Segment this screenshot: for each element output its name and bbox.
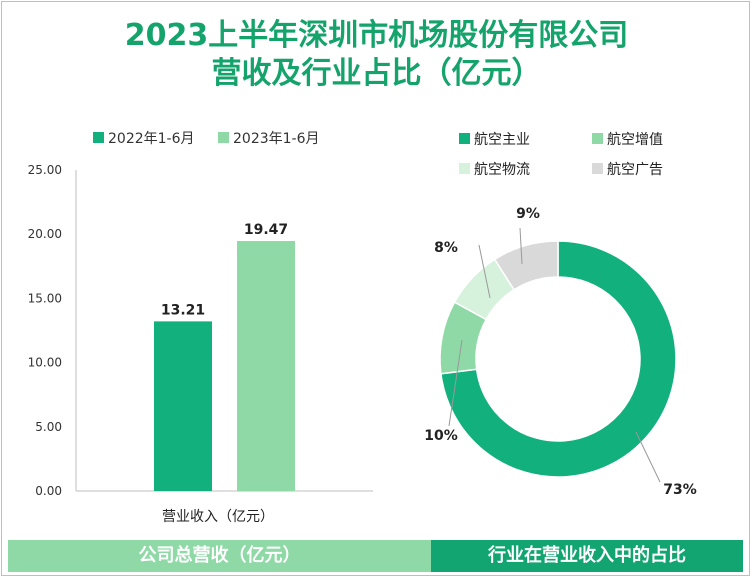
footer-right-label: 行业在营业收入中的占比 bbox=[431, 540, 743, 572]
legend-swatch bbox=[93, 132, 104, 143]
y-tick-label: 10.00 bbox=[28, 356, 62, 370]
bar-data-label: 13.21 bbox=[161, 302, 205, 318]
donut-slice-4 bbox=[493, 240, 559, 291]
footer-left-label: 公司总营收（亿元） bbox=[8, 540, 431, 572]
legend-label: 航空增值 bbox=[607, 132, 663, 148]
chart-title-line2: 营收及行业占比（亿元） bbox=[211, 56, 542, 91]
bar-1 bbox=[154, 321, 212, 491]
y-tick-label: 25.00 bbox=[28, 163, 62, 177]
leader-line bbox=[635, 431, 661, 483]
slice-data-label: 8% bbox=[434, 240, 458, 256]
y-tick-label: 5.00 bbox=[35, 420, 62, 434]
slice-data-label: 9% bbox=[516, 206, 540, 222]
slice-data-label: 10% bbox=[424, 428, 458, 444]
legend-label: 航空主业 bbox=[474, 132, 530, 148]
leader-line bbox=[448, 339, 463, 427]
bar-2 bbox=[237, 241, 295, 491]
legend-swatch bbox=[459, 133, 470, 144]
leader-line bbox=[519, 227, 523, 265]
legend-label: 2022年1-6月 bbox=[108, 131, 195, 147]
leader-line bbox=[478, 244, 491, 299]
y-tick-label: 20.00 bbox=[28, 227, 62, 241]
legend-swatch bbox=[218, 132, 229, 143]
x-category-label: 营业收入（亿元） bbox=[162, 509, 274, 525]
legend-swatch bbox=[592, 133, 603, 144]
y-tick-label: 0.00 bbox=[35, 484, 62, 498]
legend-label: 航空广告 bbox=[607, 162, 663, 178]
legend-swatch bbox=[459, 163, 470, 174]
y-tick-label: 15.00 bbox=[28, 291, 62, 305]
legend-label: 2023年1-6月 bbox=[233, 131, 320, 147]
legend-label: 航空物流 bbox=[474, 162, 530, 178]
slice-data-label: 73% bbox=[663, 482, 697, 498]
donut-slice-1 bbox=[440, 240, 677, 478]
legend-swatch bbox=[592, 163, 603, 174]
bar-data-label: 19.47 bbox=[244, 222, 288, 238]
chart-title-line1: 2023上半年深圳市机场股份有限公司 bbox=[124, 18, 629, 53]
